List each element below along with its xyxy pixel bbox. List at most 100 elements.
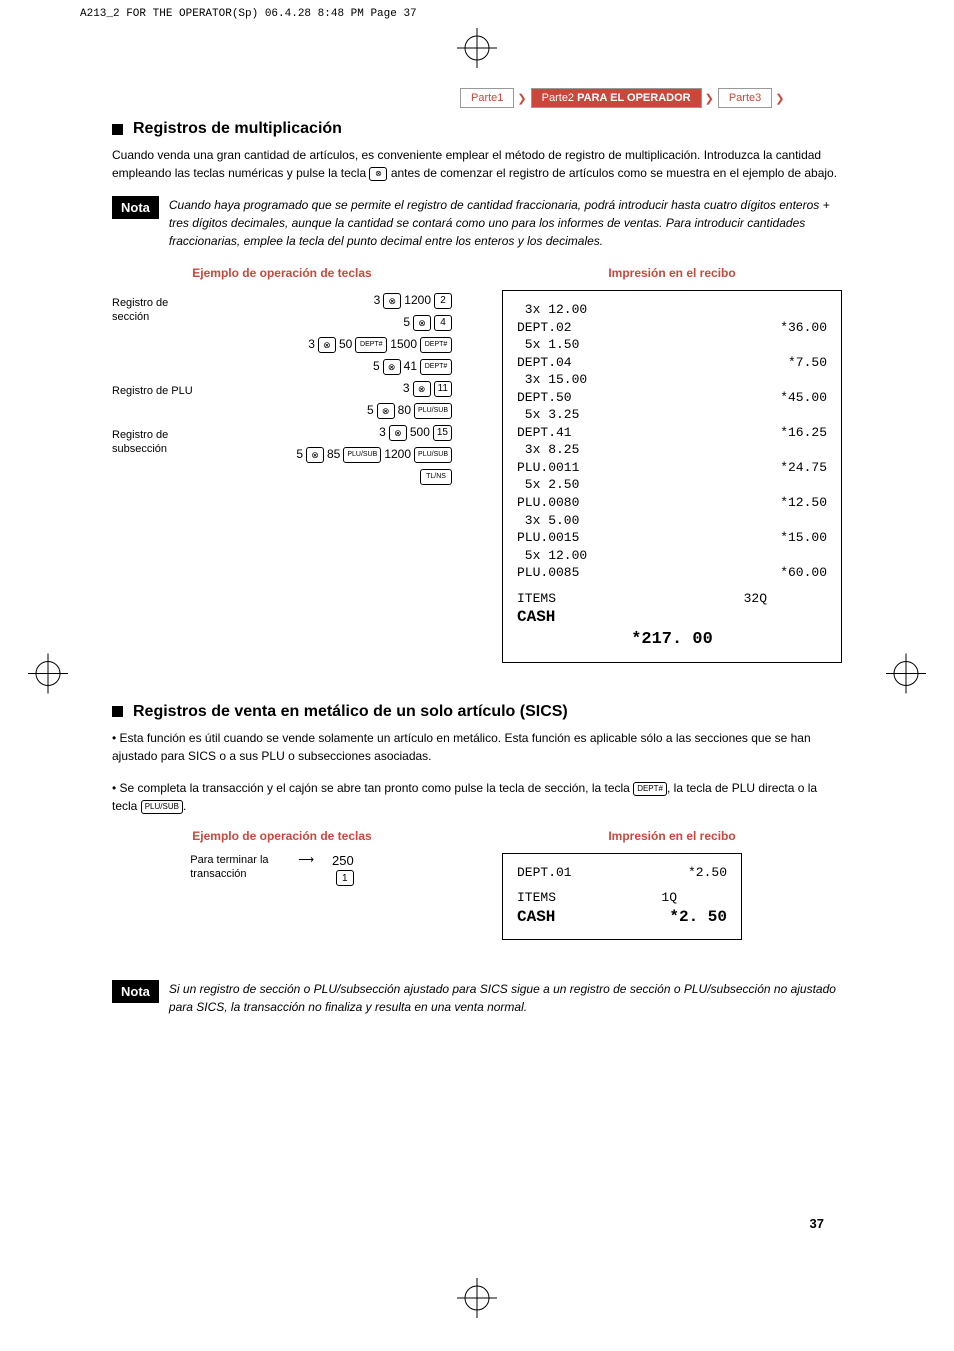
- receipt-items-line: ITEMS 32Q: [517, 590, 827, 608]
- key-text: 500: [410, 422, 430, 444]
- key-row-6: 5 ⊗ 80 PLU/SUB: [212, 400, 452, 422]
- receipt2-line1: DEPT.01 *2.50: [517, 864, 727, 882]
- receipt-line: DEPT.41*16.25: [517, 424, 827, 442]
- crop-mark-left: [28, 653, 68, 698]
- section1-example: Ejemplo de operación de teclas Registro …: [112, 266, 842, 663]
- key-4: 4: [434, 315, 452, 331]
- key-text: 3: [374, 290, 381, 312]
- tab-parte1: Parte1: [460, 88, 514, 108]
- key-row-7: 3 ⊗ 500 15: [212, 422, 452, 444]
- key-row-4: 5 ⊗ 41 DEPT#: [212, 356, 452, 378]
- key-text: 3: [379, 422, 386, 444]
- receipt2-cash: CASH *2. 50: [517, 907, 727, 929]
- receipt-line: DEPT.04*7.50: [517, 354, 827, 372]
- key-text: 5: [373, 356, 380, 378]
- key-text: 5: [367, 400, 374, 422]
- section2-bullet1: • Esta función es útil cuando se vende s…: [112, 729, 842, 765]
- arrow-right-icon: ⟶: [298, 853, 314, 866]
- multiply-key: ⊗: [318, 337, 336, 353]
- receipt-line: 5x 1.50: [517, 336, 827, 354]
- bullet2-text-c: .: [183, 799, 186, 813]
- key-tlns: TL/NS: [420, 469, 452, 485]
- receipt-1: 3x 12.00DEPT.02*36.00 5x 1.50DEPT.04*7.5…: [502, 290, 842, 663]
- receipt2-items: ITEMS 1Q: [517, 889, 727, 907]
- receipt-total: *217. 00: [517, 629, 827, 652]
- receipt-line: PLU.0080*12.50: [517, 494, 827, 512]
- section1-body-text2: antes de comenzar el registro de artícul…: [391, 166, 837, 180]
- section2-bullet2: • Se completa la transacción y el cajón …: [112, 779, 842, 815]
- r2-cash-label: CASH: [517, 907, 555, 929]
- label-registro-sub: Registro de subsección: [112, 428, 197, 457]
- multiply-key: ⊗: [306, 447, 324, 463]
- key-text: 1200: [404, 290, 431, 312]
- example-keys-title: Ejemplo de operación de teclas: [112, 266, 452, 280]
- key-sequence-wrapper: Registro de sección Registro de PLU Regi…: [112, 290, 452, 488]
- tab-parte2: Parte2 PARA EL OPERADOR: [531, 88, 702, 108]
- key-row-1: 3 ⊗ 1200 2: [212, 290, 452, 312]
- receipt-line: PLU.0085*60.00: [517, 564, 827, 582]
- r2-items-qty: 1Q: [661, 889, 677, 907]
- example2-keys-title: Ejemplo de operación de teclas: [112, 829, 452, 843]
- section1-body: Cuando venda una gran cantidad de artícu…: [112, 146, 842, 182]
- key-dept: DEPT#: [355, 337, 387, 353]
- key-250-text: 250: [332, 853, 354, 868]
- receipt-line: 5x 12.00: [517, 547, 827, 565]
- r2-dept: DEPT.01: [517, 864, 572, 882]
- r2-amt: *2.50: [688, 864, 727, 882]
- crop-mark-top: [457, 28, 497, 73]
- nota-text: Cuando haya programado que se permite el…: [169, 196, 842, 250]
- key-text: 41: [404, 356, 417, 378]
- section2-heading: Registros de venta en metálico de un sol…: [112, 703, 842, 721]
- multiply-key: ⊗: [383, 293, 401, 309]
- key-plusub: PLU/SUB: [414, 403, 452, 419]
- key-text: 5: [403, 312, 410, 334]
- bullet1-text: Esta función es útil cuando se vende sol…: [112, 731, 811, 763]
- r2-items-label: ITEMS: [517, 889, 556, 907]
- key-plusub: PLU/SUB: [414, 447, 452, 463]
- document-meta: A213_2 FOR THE OPERATOR(Sp) 06.4.28 8:48…: [80, 8, 417, 20]
- receipt-cash-label: CASH: [517, 607, 555, 629]
- receipt-line: 3x 8.25: [517, 441, 827, 459]
- section1-title: Registros de multiplicación: [133, 120, 342, 138]
- nota-badge-2: Nota: [112, 980, 159, 1003]
- tab-parte2-label: PARA EL OPERADOR: [577, 92, 690, 104]
- key-text: 3: [308, 334, 315, 356]
- receipt-2: DEPT.01 *2.50 ITEMS 1Q CASH *2. 50: [502, 853, 742, 940]
- para-terminar-label: Para terminar la transacción: [190, 853, 280, 882]
- key-15: 15: [433, 425, 452, 441]
- tab-arrow-icon: ❯: [513, 92, 530, 105]
- multiply-key: ⊗: [413, 381, 431, 397]
- receipt-line: 5x 2.50: [517, 476, 827, 494]
- dept-key-inline: DEPT#: [633, 782, 667, 796]
- key-dept: DEPT#: [420, 337, 452, 353]
- tab-parte2-num: Parte2: [542, 92, 574, 104]
- receipt-line: DEPT.02*36.00: [517, 319, 827, 337]
- square-bullet-icon: [112, 706, 123, 717]
- section1-nota: Nota Cuando haya programado que se permi…: [112, 196, 842, 250]
- header-tabs: Parte1 ❯ Parte2 PARA EL OPERADOR ❯ Parte…: [460, 88, 788, 108]
- multiply-key: ⊗: [377, 403, 395, 419]
- receipt-items-qty: 32Q: [744, 590, 767, 608]
- key-text: 50: [339, 334, 352, 356]
- tab-arrow-icon-2: ❯: [701, 92, 718, 105]
- section2-title: Registros de venta en metálico de un sol…: [133, 703, 568, 721]
- key-row-5: 3 ⊗ 11: [212, 378, 452, 400]
- key-row-9: TL/NS: [212, 466, 452, 488]
- label-registro-plu: Registro de PLU: [112, 384, 197, 398]
- receipt-line: 3x 5.00: [517, 512, 827, 530]
- tab-arrow-icon-3: ❯: [771, 92, 788, 105]
- receipt-title: Impresión en el recibo: [502, 266, 842, 280]
- nota-badge: Nota: [112, 196, 159, 219]
- receipt-line: PLU.0011*24.75: [517, 459, 827, 477]
- square-bullet-icon: [112, 124, 123, 135]
- crop-mark-right: [886, 653, 926, 698]
- crop-mark-bottom: [457, 1278, 497, 1323]
- key-text: 80: [398, 400, 411, 422]
- bullet2-text-a: Se completa la transacción y el cajón se…: [120, 781, 630, 795]
- key-text: 3: [403, 378, 410, 400]
- multiply-key-icon: ⊗: [369, 167, 387, 181]
- receipt-cash-line: CASH: [517, 607, 827, 629]
- key-row-3: 3 ⊗ 50 DEPT# 1500 DEPT#: [212, 334, 452, 356]
- section2-nota: Nota Si un registro de sección o PLU/sub…: [112, 980, 842, 1016]
- key-row-2: 5 ⊗ 4: [212, 312, 452, 334]
